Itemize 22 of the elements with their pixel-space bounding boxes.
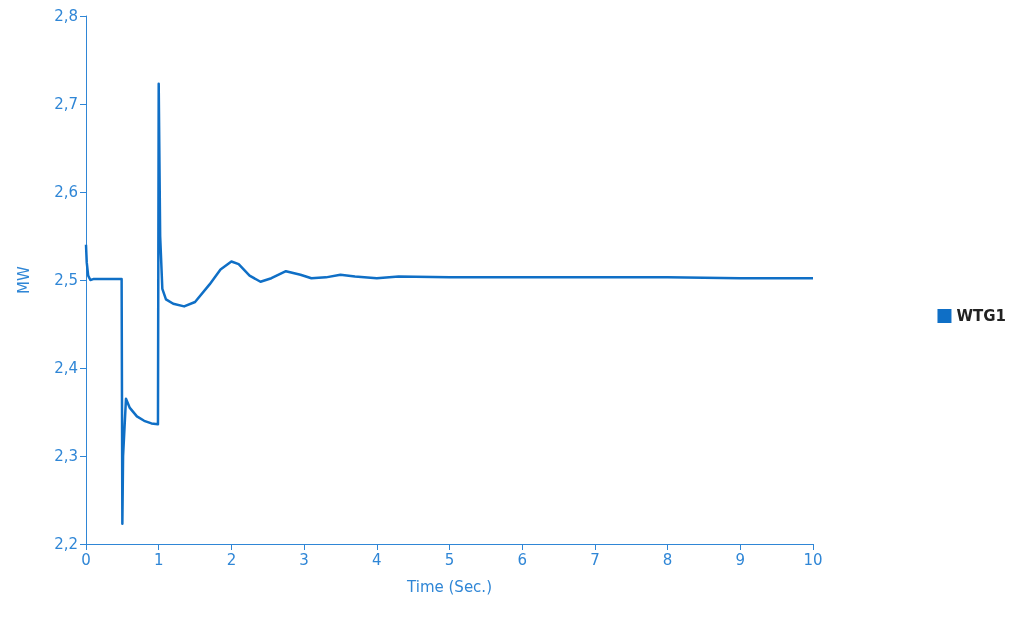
y-axis-title: MW [14, 265, 33, 294]
y-tick-label: 2,3 [54, 447, 78, 465]
y-tick-label: 2,4 [54, 359, 78, 377]
y-tick-label: 2,8 [54, 7, 78, 25]
x-tick-label: 1 [153, 550, 164, 569]
x-tick-label: 5 [444, 550, 455, 569]
x-tick-label: 8 [662, 550, 673, 569]
x-tick-label: 4 [372, 550, 382, 569]
x-tick-label: 0 [81, 550, 91, 569]
y-tick-label: 2,7 [54, 95, 78, 113]
x-tick-label: 6 [517, 550, 527, 569]
y-tick-label: 2,6 [54, 183, 78, 201]
x-tick-label: 2 [226, 550, 237, 569]
line-series [84, 82, 815, 526]
x-tick-label: 10 [803, 550, 823, 569]
x-axis-title: Time (Sec.) [406, 577, 492, 596]
legend-label: WTG1 [956, 307, 1006, 325]
y-tick-label: 2,2 [54, 535, 78, 553]
x-tick-label: 3 [299, 550, 309, 569]
x-tick-label: 7 [590, 550, 600, 569]
x-tick-label: 9 [735, 550, 746, 569]
y-tick-label: 2,5 [54, 271, 78, 289]
